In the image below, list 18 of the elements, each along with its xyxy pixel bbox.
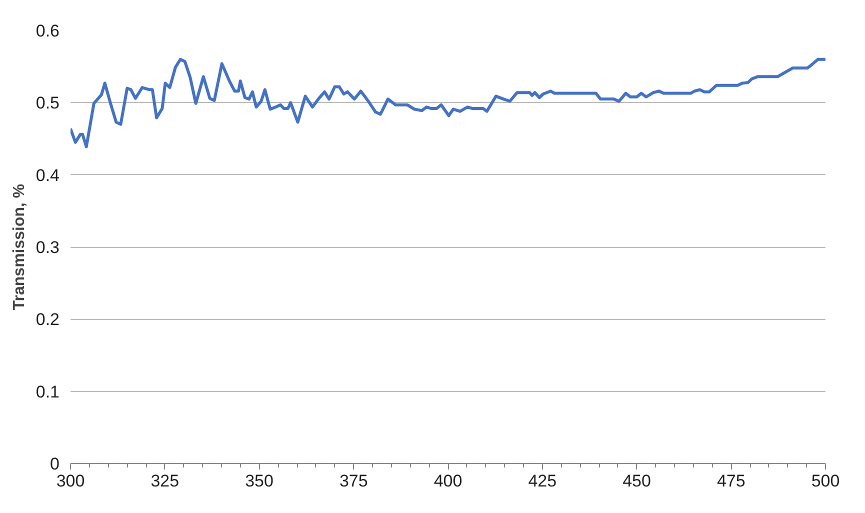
x-tick-label: 325	[150, 472, 180, 490]
y-tick-label: 0.4	[36, 166, 60, 185]
y-axis-title: Transmission, %	[10, 184, 28, 310]
x-tick-label: 350	[245, 472, 274, 490]
y-tick-label: 0.5	[36, 94, 60, 113]
x-tick-label: 300	[56, 472, 85, 490]
y-tick-label: 0	[50, 454, 60, 474]
x-tick-label: 475	[716, 472, 746, 490]
y-tick-label: 0.2	[36, 310, 60, 330]
y-tick-label: 0.6	[36, 22, 60, 40]
x-tick-label: 425	[528, 472, 557, 490]
x-tick-label: 375	[339, 472, 368, 490]
y-tick-label: 0.1	[36, 382, 60, 402]
y-tick-label: 0.3	[36, 238, 60, 257]
x-tick-label: 400	[434, 472, 462, 490]
x-tick-label: 500	[811, 472, 840, 490]
line-series	[70, 58, 826, 148]
x-tick-label: 450	[622, 472, 651, 490]
